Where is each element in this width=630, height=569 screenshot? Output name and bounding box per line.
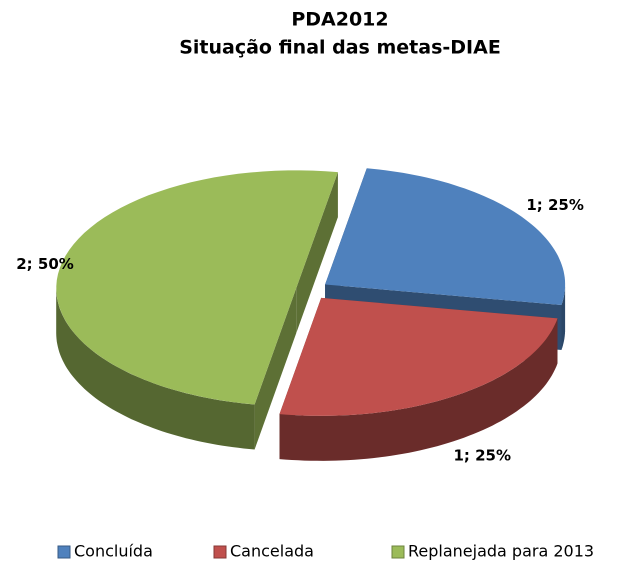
slice-wall: [279, 318, 558, 461]
legend-swatch: [391, 545, 405, 559]
slice-side: [254, 288, 297, 450]
slice: [325, 168, 566, 305]
chart-subtitle: Situação final das metas-DIAE: [179, 37, 501, 59]
slice: [56, 170, 338, 405]
legend-label: Concluída: [74, 542, 153, 561]
slice: [279, 297, 558, 416]
slice-wall: [56, 288, 255, 450]
legend-label: Replanejada para 2013: [408, 542, 594, 561]
data-label: 2; 50%: [16, 255, 74, 273]
legend-swatch: [57, 545, 71, 559]
data-label: 1; 25%: [453, 446, 511, 464]
slice-side: [296, 172, 338, 334]
legend-swatch: [213, 545, 227, 559]
legend-label: Cancelada: [230, 542, 314, 561]
chart-title: PDA2012: [291, 9, 388, 31]
data-label: 1; 25%: [526, 196, 584, 214]
slice-wall: [561, 284, 566, 350]
